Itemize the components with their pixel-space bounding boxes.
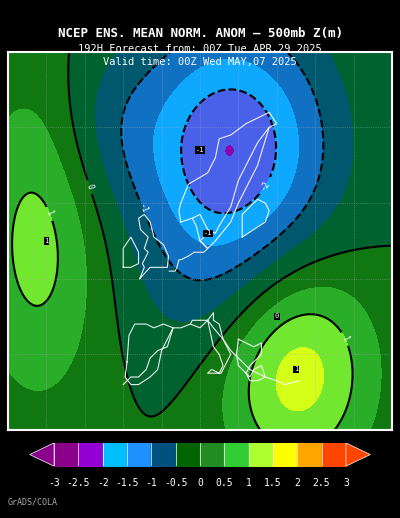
Text: 2.5: 2.5 — [313, 478, 330, 488]
Polygon shape — [346, 443, 370, 466]
Text: -2: -2 — [259, 179, 272, 193]
Text: 1: 1 — [44, 238, 48, 244]
Polygon shape — [30, 443, 54, 466]
Text: -3: -3 — [48, 478, 60, 488]
Text: Valid time: 00Z Wed MAY,07 2025: Valid time: 00Z Wed MAY,07 2025 — [103, 57, 297, 67]
Text: 192H Forecast from: 00Z Tue APR,29 2025: 192H Forecast from: 00Z Tue APR,29 2025 — [78, 44, 322, 54]
Text: 0: 0 — [197, 478, 203, 488]
Text: 1.5: 1.5 — [264, 478, 282, 488]
Text: -1: -1 — [196, 147, 204, 153]
Text: -0.5: -0.5 — [164, 478, 188, 488]
Text: -1.5: -1.5 — [115, 478, 139, 488]
Text: 1: 1 — [340, 335, 350, 343]
Text: 3: 3 — [343, 478, 349, 488]
Text: 1: 1 — [294, 366, 298, 372]
Text: -1: -1 — [137, 203, 149, 215]
Text: -2: -2 — [97, 478, 108, 488]
Text: -1: -1 — [204, 231, 212, 236]
Text: -1: -1 — [146, 478, 157, 488]
Text: NCEP ENS. MEAN NORM. ANOM – 500mb Z(m): NCEP ENS. MEAN NORM. ANOM – 500mb Z(m) — [58, 27, 342, 40]
Text: -2.5: -2.5 — [67, 478, 90, 488]
Text: 0: 0 — [275, 313, 279, 320]
Text: 2: 2 — [294, 478, 300, 488]
Text: 0: 0 — [85, 183, 95, 191]
Text: GrADS/COLA: GrADS/COLA — [8, 498, 58, 507]
Text: 0.5: 0.5 — [216, 478, 233, 488]
Text: 1: 1 — [44, 210, 55, 218]
Text: 1: 1 — [246, 478, 252, 488]
